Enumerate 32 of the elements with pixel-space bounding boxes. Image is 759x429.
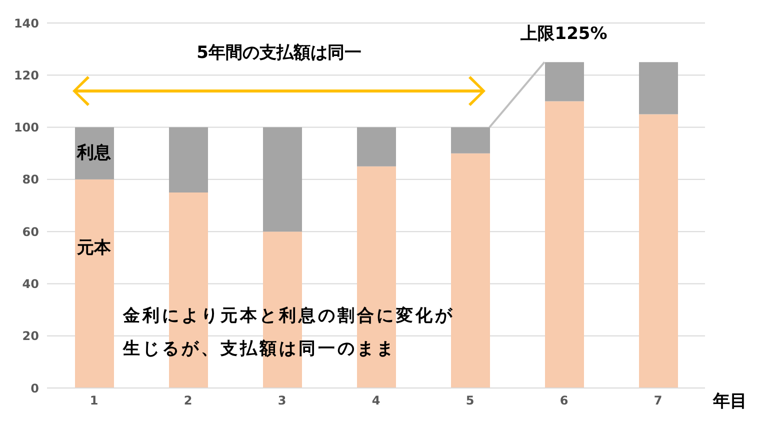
- bar: [451, 127, 490, 154]
- bar: [75, 179, 114, 388]
- x-tick-label: 3: [278, 394, 286, 408]
- y-tick-label: 120: [14, 68, 39, 82]
- x-tick-label: 6: [560, 394, 568, 408]
- y-tick-label: 20: [22, 329, 39, 344]
- y-tick-label: 40: [22, 276, 39, 291]
- bar: [545, 101, 584, 388]
- bar: [357, 127, 396, 166]
- annotation: 金利により元本と利息の割合に変化が生じるが、支払額は同一のまま: [123, 305, 456, 361]
- series-label: 利息: [76, 143, 111, 164]
- y-tick-label: 60: [22, 224, 39, 239]
- y-tick-label: 100: [14, 120, 39, 135]
- y-tick-label: 80: [22, 172, 39, 187]
- bar: [639, 114, 678, 388]
- bar: [639, 62, 678, 114]
- bar: [357, 166, 396, 388]
- bar: [451, 153, 490, 388]
- y-tick-label: 140: [14, 16, 39, 30]
- bar: [263, 127, 302, 232]
- x-tick-label: 7: [654, 394, 662, 408]
- bar: [545, 62, 584, 102]
- x-tick-label: 1: [90, 394, 98, 408]
- series-label: 元本: [76, 238, 112, 258]
- annotation: 5年間の支払額は同一: [196, 42, 362, 64]
- x-tick-label: 2: [184, 394, 192, 408]
- x-tick-label: 4: [372, 394, 380, 408]
- x-tick-label: 5: [466, 394, 474, 408]
- bar: [169, 127, 208, 192]
- x-axis-title: 年目: [712, 392, 747, 412]
- annotation: 上限125%: [520, 23, 608, 46]
- y-tick-label: 0: [30, 381, 39, 396]
